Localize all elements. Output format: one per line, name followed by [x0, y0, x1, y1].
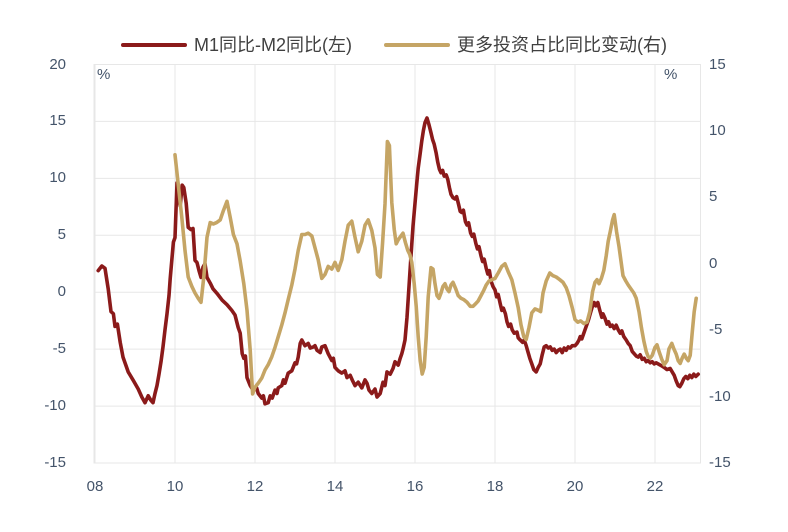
x-axis-tick-label: 12	[246, 478, 264, 495]
left-axis-tick-label: 5	[57, 226, 66, 244]
left-axis-tick-label: 15	[49, 112, 66, 130]
left-axis-tick-label: 0	[57, 283, 66, 301]
left-axis-tick-label: 20	[49, 55, 66, 73]
legend-label-investment-share: 更多投资占比同比变动(右)	[457, 35, 667, 55]
left-axis-unit: %	[97, 66, 111, 83]
right-axis-tick-label: -10	[709, 387, 731, 405]
right-axis-unit: %	[664, 66, 678, 83]
x-axis-tick-label: 22	[646, 478, 664, 495]
x-axis-tick-label: 18	[486, 478, 504, 495]
plot-border	[93, 64, 701, 464]
right-axis-tick-label: 15	[709, 55, 726, 73]
right-axis-tick-label: 0	[709, 254, 718, 272]
right-axis-tick-label: 5	[709, 188, 718, 206]
x-axis-tick-label: 16	[406, 478, 424, 495]
legend-item-m1-m2: M1同比-M2同比(左)	[121, 33, 352, 57]
x-axis-tick-label: 10	[166, 478, 184, 495]
series-line-1	[173, 139, 699, 396]
right-axis-tick-label: -5	[709, 321, 723, 339]
legend-swatch-investment-share	[384, 43, 450, 47]
x-axis-tick-label: 14	[326, 478, 344, 495]
series-line-0	[96, 116, 701, 406]
left-axis-tick-label: -10	[44, 397, 66, 415]
left-axis-tick-label: -15	[44, 454, 66, 471]
right-axis-tick-label: -15	[709, 454, 731, 471]
left-axis-tick-label: 10	[49, 169, 66, 187]
legend-item-investment-share: 更多投资占比同比变动(右)	[384, 33, 667, 57]
legend-swatch-m1-m2	[121, 43, 187, 47]
legend-label-m1-m2: M1同比-M2同比(左)	[194, 35, 352, 55]
x-axis-tick-label: 08	[86, 478, 104, 495]
left-axis-tick-label: -5	[52, 340, 66, 358]
legend: M1同比-M2同比(左) 更多投资占比同比变动(右)	[0, 33, 788, 57]
right-axis-tick-label: 10	[709, 121, 726, 139]
x-axis-tick-label: 20	[566, 478, 584, 495]
